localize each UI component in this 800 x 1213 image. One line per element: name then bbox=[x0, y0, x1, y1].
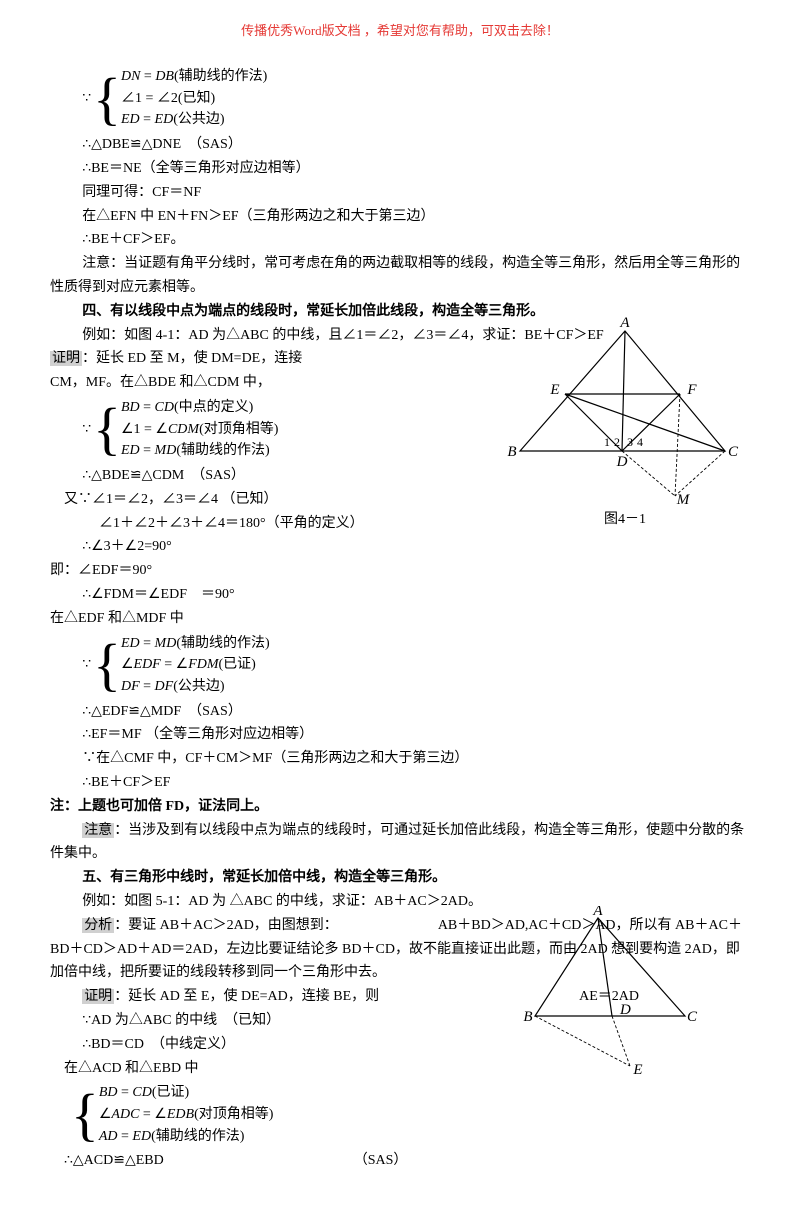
header-banner: 传播优秀Word版文档 ，希望对您有帮助，可双击去除！ bbox=[50, 20, 750, 42]
brace-group-3: ∵ { ED = MD(辅助线的作法) ∠EDF = ∠FDM(已证) DF =… bbox=[50, 633, 750, 698]
proof-line: ∴△DBE≌△DNE （SAS） bbox=[50, 133, 750, 157]
svg-text:A: A bbox=[592, 906, 603, 919]
svg-text:D: D bbox=[619, 1002, 631, 1018]
svg-text:B: B bbox=[507, 444, 516, 460]
svg-text:E: E bbox=[632, 1062, 642, 1076]
svg-text:3: 3 bbox=[627, 435, 633, 449]
document-body: ∵ { DN = DB(辅助线的作法) ∠1 = ∠2(已知) ED = ED(… bbox=[50, 66, 750, 1173]
brace-group-1: ∵ { DN = DB(辅助线的作法) ∠1 = ∠2(已知) ED = ED(… bbox=[50, 66, 750, 131]
proof-line: ∴BE＋CF＞EF bbox=[50, 771, 750, 795]
proof-line: ∴∠FDM＝∠EDF ＝90° bbox=[50, 583, 750, 607]
svg-text:C: C bbox=[728, 444, 739, 460]
svg-text:D: D bbox=[616, 454, 628, 470]
proof-line: ∴BE＝NE（全等三角形对应边相等） bbox=[50, 157, 750, 181]
proof-line: ∵在△CMF 中，CF＋CM＞MF（三角形两边之和大于第三边） bbox=[50, 747, 750, 771]
proof-line: 在△EDF 和△MDF 中 bbox=[50, 607, 750, 631]
proof-line: 在△EFN 中 EN＋FN＞EF（三角形两边之和大于第三边） bbox=[50, 205, 750, 229]
proof-line: ∴EF＝MF （全等三角形对应边相等） bbox=[50, 723, 750, 747]
note-text: 注意：当证题有角平分线时，常可考虑在角的两边截取相等的线段，构造全等三角形，然后… bbox=[50, 252, 750, 300]
svg-text:M: M bbox=[676, 492, 691, 506]
svg-text:E: E bbox=[549, 382, 559, 398]
proof-line: ∴∠3＋∠2=90° bbox=[50, 535, 750, 559]
svg-text:C: C bbox=[687, 1009, 698, 1025]
svg-text:B: B bbox=[523, 1009, 532, 1025]
proof-line: ∴BE＋CF＞EF。 bbox=[50, 228, 750, 252]
proof-line: 同理可得：CF＝NF bbox=[50, 181, 750, 205]
svg-text:A: A bbox=[619, 316, 630, 331]
section-5-title: 五、有三角形中线时，常延长加倍中线，构造全等三角形。 bbox=[50, 866, 750, 890]
svg-text:1: 1 bbox=[604, 435, 610, 449]
proof-line: ∴△ACD≌△EBD（SAS） bbox=[50, 1149, 750, 1173]
figure-4-1: A B C D E F M 1 2 3 4 图4－1 bbox=[500, 316, 750, 532]
brace-group-4: { BD = CD(已证) ∠ADC = ∠EDB(对顶角相等) AD = ED… bbox=[50, 1082, 750, 1147]
svg-text:4: 4 bbox=[637, 435, 643, 449]
svg-text:F: F bbox=[686, 382, 697, 398]
note-text: 注意：当涉及到有以线段中点为端点的线段时，可通过延长加倍此线段，构造全等三角形，… bbox=[50, 819, 750, 867]
figure-5-1: A B C D E bbox=[520, 906, 700, 1076]
figure-4-1-label: 图4－1 bbox=[500, 508, 750, 532]
proof-line: 即：∠EDF＝90° bbox=[50, 559, 750, 583]
note-title: 注：上题也可加倍 FD，证法同上。 bbox=[50, 795, 750, 819]
proof-line: ∴△EDF≌△MDF （SAS） bbox=[50, 700, 750, 724]
svg-text:2: 2 bbox=[614, 435, 620, 449]
